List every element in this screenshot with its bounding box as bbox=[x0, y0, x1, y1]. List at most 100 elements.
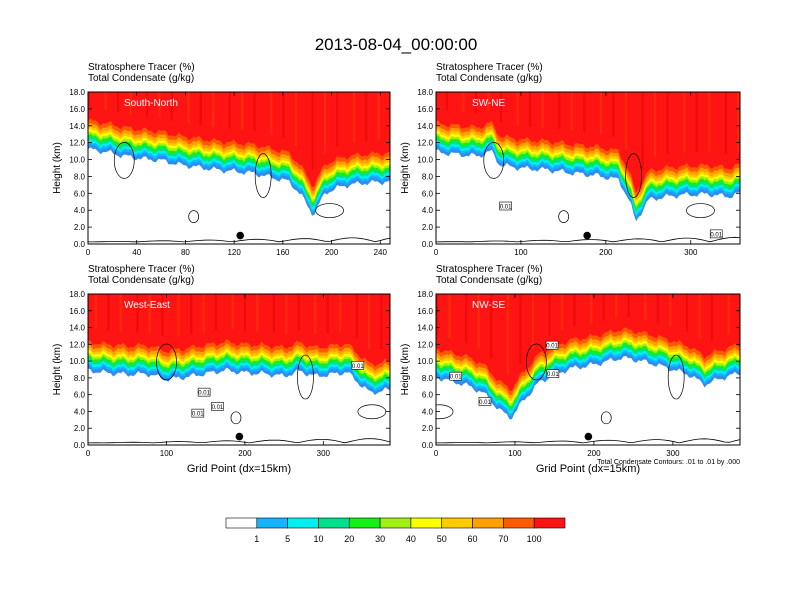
colorbar-box bbox=[472, 517, 504, 529]
header-tracer: Stratosphere Tracer (%) bbox=[88, 264, 195, 275]
tracer-streak bbox=[445, 92, 448, 111]
y-tick-label: 6.0 bbox=[74, 189, 86, 198]
y-tick-label: 16.0 bbox=[69, 105, 85, 114]
tracer-streak bbox=[202, 294, 205, 333]
y-tick-label: 8.0 bbox=[422, 374, 434, 383]
x-tick-label: 80 bbox=[181, 248, 190, 257]
tracer-streak bbox=[669, 294, 672, 327]
tracer-streak bbox=[724, 92, 727, 154]
colorbar-tick-label: 10 bbox=[313, 534, 323, 544]
contour-label-box bbox=[546, 369, 560, 378]
header-condensate: Total Condensate (g/kg) bbox=[88, 275, 194, 286]
y-tick-label: 4.0 bbox=[422, 407, 434, 416]
contour-label-box bbox=[499, 201, 512, 211]
tracer-streak bbox=[448, 294, 451, 339]
y-axis-label: Height (km) bbox=[400, 344, 411, 396]
colorbar-tick-label: 30 bbox=[375, 534, 385, 544]
tracer-streak bbox=[708, 92, 711, 152]
condensate-contour bbox=[188, 210, 200, 223]
tracer-band bbox=[88, 92, 390, 188]
colorbar-box bbox=[256, 517, 288, 529]
condensate-contour bbox=[625, 153, 642, 198]
tracer-streak bbox=[583, 92, 586, 132]
tracer-streak bbox=[683, 92, 686, 153]
y-tick-label: 0.0 bbox=[74, 240, 86, 249]
tracer-streak bbox=[666, 92, 669, 155]
header-condensate: Total Condensate (g/kg) bbox=[436, 73, 542, 84]
header-tracer: Stratosphere Tracer (%) bbox=[88, 62, 195, 73]
y-tick-label: 10.0 bbox=[69, 357, 85, 366]
tracer-streak bbox=[695, 92, 698, 153]
tracer-streak bbox=[88, 92, 91, 108]
tracer-streak bbox=[311, 92, 314, 171]
colorbar-box bbox=[379, 517, 412, 529]
contour-label: 0.01 bbox=[710, 232, 722, 238]
tracer-streak bbox=[541, 92, 544, 128]
colorbar-box bbox=[410, 517, 443, 529]
tracer-streak bbox=[698, 294, 701, 339]
contour-label: 0.01 bbox=[192, 412, 204, 418]
tracer-streak bbox=[558, 92, 561, 129]
y-tick-label: 10.0 bbox=[417, 156, 433, 165]
location-marker bbox=[236, 231, 245, 240]
tracer-streak bbox=[256, 294, 259, 332]
y-axis-label: Height (km) bbox=[400, 142, 411, 194]
tracer-streak bbox=[644, 294, 647, 320]
contour-label-box bbox=[449, 371, 463, 381]
condensate-contour bbox=[436, 404, 454, 420]
contour-label: 0.01 bbox=[546, 344, 558, 350]
tracer-streak bbox=[107, 294, 110, 331]
tracer-streak bbox=[94, 294, 98, 330]
tracer-streak bbox=[573, 294, 576, 327]
tracer-streak bbox=[519, 294, 522, 365]
y-axis-label: Height (km) bbox=[52, 142, 63, 194]
colorbar-tick-label: 40 bbox=[406, 534, 416, 544]
y-tick-label: 2.0 bbox=[74, 223, 86, 232]
y-tick-label: 6.0 bbox=[74, 391, 86, 400]
contour-label: 0.01 bbox=[500, 205, 512, 211]
condensate-contour bbox=[686, 203, 715, 218]
header-tracer: Stratosphere Tracer (%) bbox=[436, 264, 543, 275]
y-tick-label: 14.0 bbox=[417, 324, 433, 333]
y-tick-label: 12.0 bbox=[417, 139, 433, 148]
panel-south-north: Stratosphere Tracer (%)Total Condensate … bbox=[52, 62, 391, 257]
terrain-line bbox=[88, 438, 390, 444]
x-tick-label: 100 bbox=[514, 248, 528, 257]
y-tick-label: 10.0 bbox=[417, 357, 433, 366]
tracer-streak bbox=[516, 92, 519, 126]
y-tick-label: 12.0 bbox=[417, 340, 433, 349]
x-tick-label: 0 bbox=[86, 248, 91, 257]
tracer-streak bbox=[436, 294, 439, 336]
x-tick-label: 100 bbox=[160, 449, 174, 458]
tracer-streak bbox=[129, 92, 132, 115]
tracer-streak bbox=[199, 92, 202, 126]
tracer-streak bbox=[615, 294, 618, 318]
tracer-streak bbox=[685, 294, 689, 332]
x-tick-label: 0 bbox=[434, 248, 439, 257]
tracer-streak bbox=[170, 92, 173, 121]
x-tick-label: 200 bbox=[238, 449, 252, 458]
tracer-streak bbox=[323, 92, 327, 154]
colorbar-box bbox=[503, 517, 535, 529]
tracer-streak bbox=[570, 92, 573, 131]
tracer-streak bbox=[602, 294, 605, 321]
tracer-streak bbox=[477, 294, 480, 349]
contour-label: 0.01 bbox=[352, 364, 364, 370]
tracer-streak bbox=[560, 294, 564, 331]
y-tick-label: 2.0 bbox=[422, 223, 434, 232]
x-tick-label: 120 bbox=[227, 248, 241, 257]
y-tick-label: 8.0 bbox=[74, 374, 86, 383]
location-marker bbox=[583, 231, 591, 240]
figure-title: 2013-08-04_00:00:00 bbox=[315, 35, 478, 54]
tracer-streak bbox=[294, 92, 298, 146]
tracer-streak bbox=[612, 92, 615, 137]
contour-label-box bbox=[351, 361, 365, 370]
tracer-streak bbox=[326, 294, 329, 334]
tracer-streak bbox=[490, 294, 493, 359]
condensate-contour bbox=[315, 203, 344, 218]
tracer-streak bbox=[599, 92, 603, 134]
y-tick-label: 14.0 bbox=[417, 122, 433, 131]
tracer-streak bbox=[506, 294, 509, 374]
colorbar-tick-label: 100 bbox=[527, 534, 542, 544]
plot-frame bbox=[87, 91, 391, 245]
